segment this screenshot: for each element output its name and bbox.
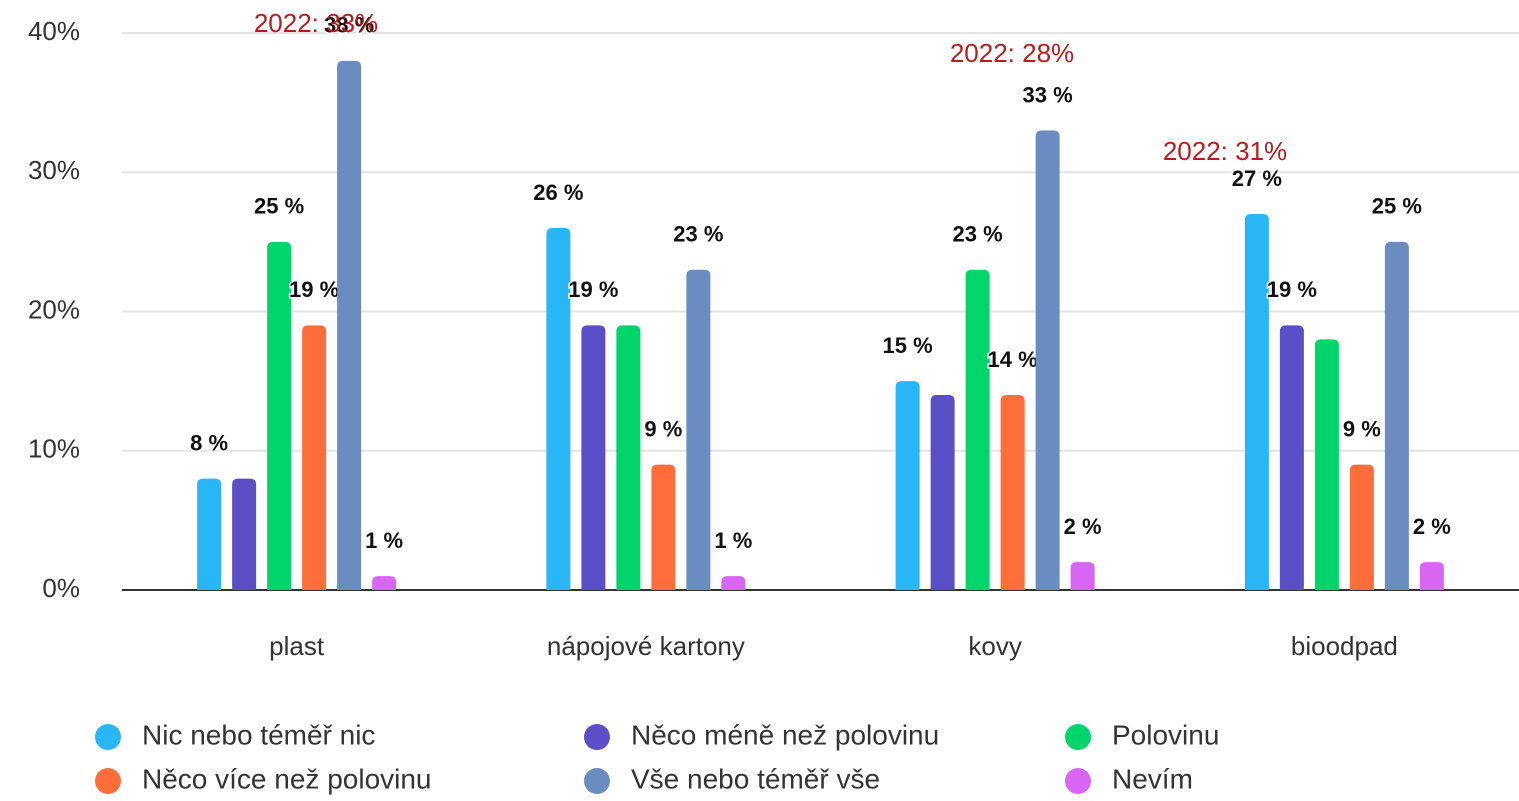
legend-label: Něco méně než polovinu (631, 719, 939, 750)
data-label: 9 % (644, 416, 682, 441)
data-label: 15 % (883, 333, 933, 358)
bar (1244, 214, 1269, 590)
data-label: 19 % (568, 277, 618, 302)
bar (1070, 562, 1095, 590)
legend-label: Polovinu (1112, 719, 1219, 750)
bar (1349, 464, 1374, 590)
bar (197, 478, 222, 590)
legend-swatch (1065, 724, 1091, 750)
bar (616, 325, 641, 590)
annotation: 2022: 31% (1163, 136, 1287, 166)
data-label: 25 % (1372, 194, 1422, 219)
bar (965, 269, 990, 590)
data-label: 2 % (1413, 514, 1451, 539)
legend-swatch (584, 724, 610, 750)
bar (1279, 325, 1304, 590)
bar (546, 227, 571, 590)
legend-swatch (95, 724, 121, 750)
bar (1035, 130, 1060, 590)
y-tick-label: 0% (42, 573, 80, 603)
bar (930, 395, 955, 590)
data-label: 23 % (953, 222, 1003, 247)
y-tick-label: 10% (28, 434, 80, 464)
x-tick-label: nápojové kartony (547, 631, 745, 661)
legend-swatch (1065, 768, 1091, 794)
bar (372, 576, 397, 590)
data-label: 38 % (324, 13, 374, 38)
data-label: 19 % (289, 277, 339, 302)
annotation: 2022: 33% (254, 8, 378, 38)
y-tick-label: 20% (28, 294, 80, 324)
bar (651, 464, 676, 590)
bar (1000, 395, 1025, 590)
data-label: 26 % (533, 180, 583, 205)
annotation: 2022: 28% (950, 38, 1074, 68)
bar (1384, 241, 1409, 590)
bar (302, 325, 327, 590)
bar (1314, 339, 1339, 590)
legend-label: Nevím (1112, 763, 1193, 794)
x-tick-label: bioodpad (1291, 631, 1398, 661)
legend-swatch (95, 768, 121, 794)
x-tick-label: kovy (968, 631, 1021, 661)
x-tick-label: plast (269, 631, 325, 661)
bar (686, 269, 711, 590)
bar (895, 381, 920, 590)
data-label: 1 % (714, 528, 752, 553)
data-label: 2 % (1064, 514, 1102, 539)
bar (581, 325, 606, 590)
bar (1419, 562, 1444, 590)
y-tick-label: 40% (28, 16, 80, 46)
data-label: 25 % (254, 194, 304, 219)
y-tick-label: 30% (28, 155, 80, 185)
legend-label: Něco více než polovinu (142, 763, 432, 794)
data-label: 33 % (1023, 82, 1073, 107)
bar (721, 576, 746, 590)
data-label: 14 % (988, 347, 1038, 372)
data-label: 9 % (1343, 416, 1381, 441)
bar (337, 60, 362, 591)
data-label: 19 % (1267, 277, 1317, 302)
bar (232, 478, 257, 590)
data-label: 8 % (190, 430, 228, 455)
legend-swatch (584, 768, 610, 794)
legend-label: Vše nebo téměř vše (631, 763, 880, 794)
data-label: 1 % (365, 528, 403, 553)
data-label: 23 % (673, 222, 723, 247)
legend-label: Nic nebo téměř nic (142, 719, 375, 750)
bar (267, 241, 292, 590)
data-label: 27 % (1232, 166, 1282, 191)
